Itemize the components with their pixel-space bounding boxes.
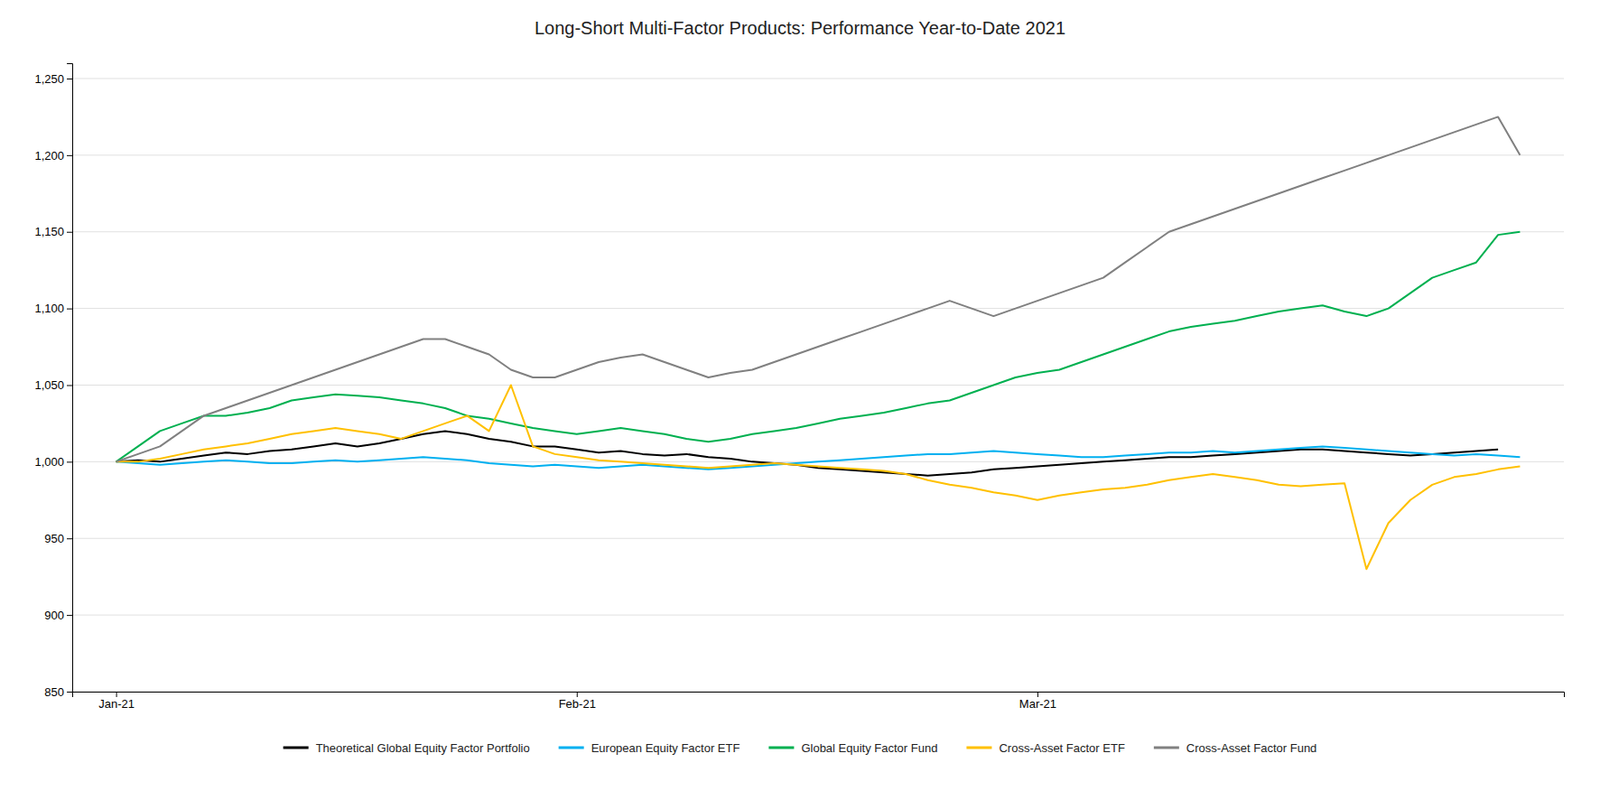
legend-label: Theoretical Global Equity Factor Portfol…: [316, 741, 531, 755]
tick-label: Feb-21: [558, 697, 596, 711]
x-tick: Feb-21: [558, 691, 596, 711]
x-axis: Jan-21 Feb-21 Mar-21: [73, 691, 1565, 711]
tick-mark: [66, 691, 73, 693]
y-tick: 1,250: [34, 72, 73, 86]
y-tick: 900: [44, 608, 73, 623]
legend: Theoretical Global Equity Factor Portfol…: [283, 741, 1318, 755]
axis-line: [66, 64, 74, 693]
y-tick: 1,150: [34, 224, 73, 239]
legend-label: Cross-Asset Factor ETF: [998, 741, 1125, 755]
grid-line: [72, 614, 1564, 616]
tick-label: 1,000: [34, 455, 65, 469]
grid-line: [72, 77, 1564, 79]
tick-label: 1,250: [34, 72, 65, 86]
legend-swatch: [966, 746, 992, 750]
tick-label: 1,050: [34, 378, 65, 392]
tick-label: 1,100: [34, 301, 65, 316]
tick-label: Mar-21: [1019, 697, 1057, 711]
series-line: [116, 116, 1521, 462]
tick-mark: [66, 384, 73, 386]
x-tick: Mar-21: [1019, 691, 1057, 711]
legend-item: Cross-Asset Factor ETF: [966, 741, 1125, 755]
legend-swatch: [768, 746, 794, 750]
tick-label: 950: [44, 531, 65, 546]
tick-mark: [66, 308, 73, 310]
legend-swatch: [558, 746, 585, 750]
tick-label: Jan-21: [98, 697, 135, 711]
legend-item: Global Equity Factor Fund: [768, 741, 938, 755]
y-tick: 850: [44, 685, 73, 699]
grid-line: [72, 231, 1564, 233]
y-tick: 1,200: [34, 148, 73, 163]
tick-mark: [66, 78, 73, 80]
legend-label: Cross-Asset Factor Fund: [1186, 741, 1318, 755]
chart: 850 900 950 1,000 1,050 1,100 1,150 1,200 1,250 J…: [0, 0, 1600, 800]
tick-mark: [66, 538, 73, 540]
series-group: [116, 116, 1521, 569]
x-tick: Jan-21: [98, 691, 135, 711]
legend-item: Theoretical Global Equity Factor Portfol…: [283, 741, 531, 755]
y-tick: 1,050: [34, 378, 73, 392]
tick-label: 900: [44, 608, 65, 623]
legend-label: European Equity Factor ETF: [591, 741, 741, 755]
grid-line: [72, 154, 1564, 156]
legend-item: Cross-Asset Factor Fund: [1153, 741, 1318, 755]
grid-line: [72, 538, 1564, 540]
plot: 850 900 950 1,000 1,050 1,100 1,150 1,200 1,250 J…: [34, 64, 1564, 712]
y-axis: 850 900 950 1,000 1,050 1,100 1,150 1,200 1,250: [34, 64, 73, 699]
grid: [72, 78, 1564, 692]
grid-line: [72, 307, 1564, 309]
y-tick: 950: [44, 531, 73, 546]
tick-mark: [66, 232, 73, 233]
tick-label: 1,200: [34, 148, 65, 163]
tick-mark: [576, 691, 578, 698]
tick-mark: [66, 155, 73, 157]
tick-mark: [116, 691, 118, 698]
legend-swatch: [283, 746, 309, 750]
series-line: [116, 430, 1499, 475]
legend-item: European Equity Factor ETF: [558, 741, 741, 755]
y-tick: 1,000: [34, 455, 73, 469]
title: Long-Short Multi-Factor Products: Perfor…: [534, 18, 1066, 38]
axis-line: [73, 692, 1565, 698]
legend-label: Global Equity Factor Fund: [800, 741, 938, 755]
tick-label: 1,150: [34, 224, 65, 239]
grid-line: [72, 384, 1564, 386]
y-tick: 1,100: [34, 301, 73, 316]
series-line: [116, 384, 1521, 569]
tick-label: 850: [44, 685, 65, 699]
tick-mark: [66, 461, 73, 463]
tick-mark: [1037, 691, 1039, 698]
tick-mark: [66, 614, 73, 616]
legend-swatch: [1153, 746, 1180, 750]
